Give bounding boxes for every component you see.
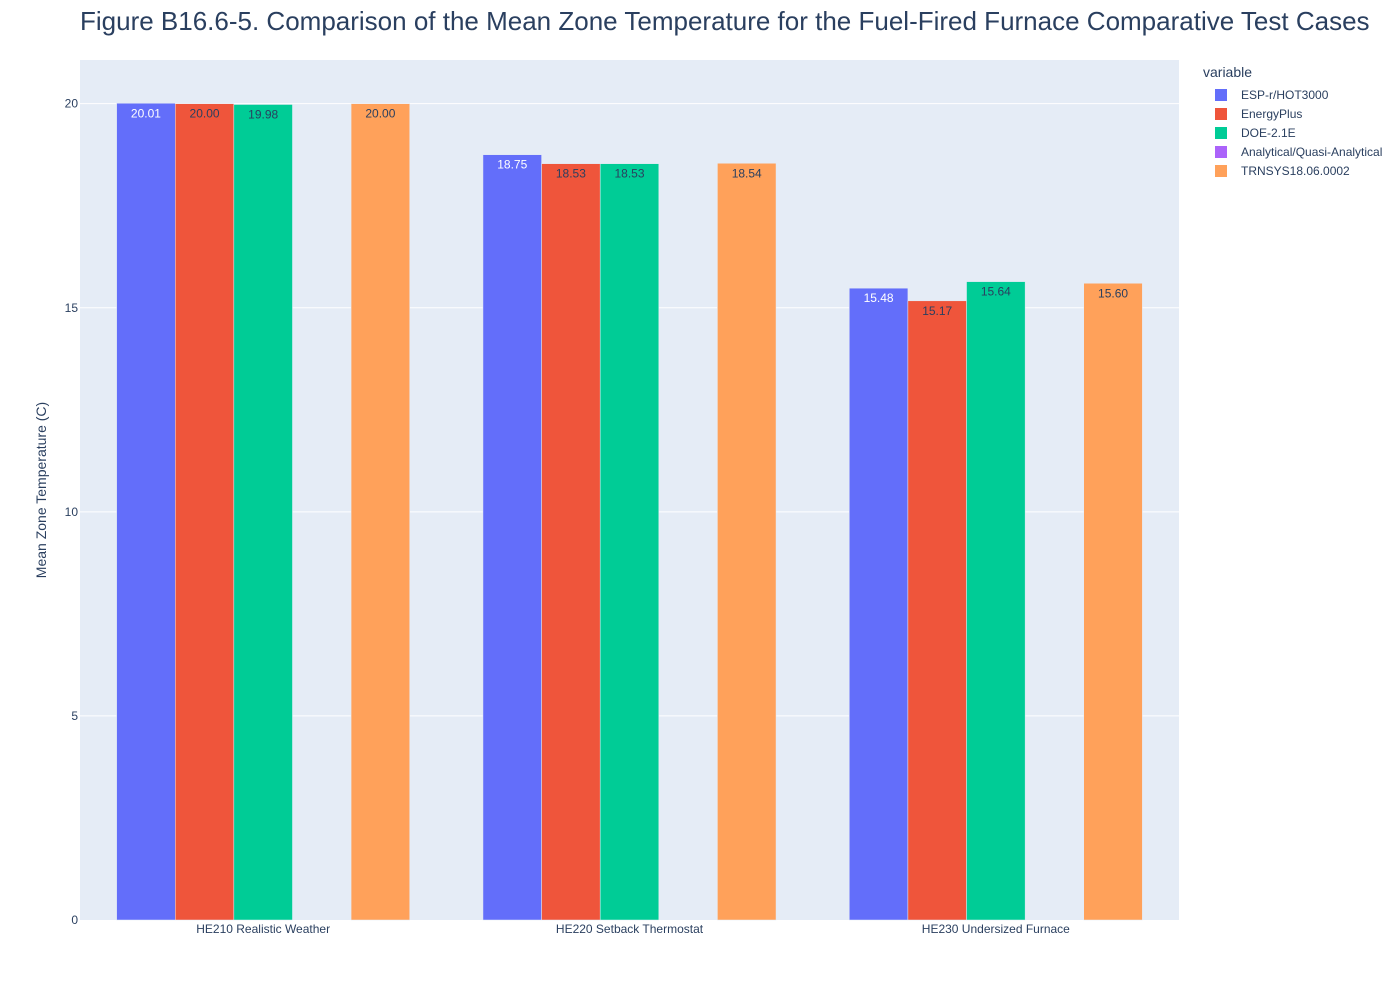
legend-item[interactable]: DOE-2.1E <box>1203 123 1382 142</box>
data-label: 19.98 <box>248 107 278 121</box>
data-label: 20.01 <box>131 106 161 120</box>
bar <box>717 163 777 921</box>
y-axis-ticks: 0 5 10 15 20 <box>65 97 79 927</box>
data-labels: 20.01 20.00 19.98 20.00 18.75 18.53 18.53 18.54… <box>131 106 1128 318</box>
legend-label: DOE-2.1E <box>1241 125 1296 140</box>
x-tick-label: HE220 Setback Thermostat <box>556 922 704 936</box>
legend-swatch <box>1215 145 1227 158</box>
bars <box>116 103 1143 921</box>
y-tick-label: 10 <box>65 505 79 519</box>
y-tick-label: 15 <box>65 301 79 315</box>
bar <box>966 281 1026 921</box>
bar <box>1083 283 1143 921</box>
data-label: 18.75 <box>497 158 527 172</box>
legend-swatch <box>1215 107 1227 120</box>
bar <box>849 287 909 921</box>
x-tick-label: HE210 Realistic Weather <box>196 922 330 936</box>
bar <box>482 154 542 921</box>
bar <box>174 103 235 921</box>
legend: variable ESP-r/HOT3000 EnergyPlus DOE-2.1E… <box>1203 64 1382 180</box>
data-label: 15.17 <box>922 304 952 318</box>
bar <box>350 103 410 921</box>
bar <box>116 103 176 921</box>
y-tick-label: 20 <box>65 97 79 111</box>
bar <box>907 300 967 921</box>
legend-item[interactable]: EnergyPlus <box>1203 104 1382 123</box>
legend-label: EnergyPlus <box>1241 106 1303 121</box>
y-axis-title: Mean Zone Temperature (C) <box>33 402 49 578</box>
legend-label: TRNSYS18.06.0002 <box>1241 163 1350 178</box>
legend-item[interactable]: Analytical/Quasi-Analytical <box>1203 142 1382 161</box>
bar <box>233 104 293 921</box>
data-label: 15.60 <box>1098 286 1128 300</box>
bar <box>599 163 660 921</box>
data-label: 15.48 <box>864 291 894 305</box>
legend-swatch <box>1215 164 1227 177</box>
legend-item[interactable]: ESP-r/HOT3000 <box>1203 85 1382 104</box>
legend-swatch <box>1215 126 1227 139</box>
legend-items: ESP-r/HOT3000 EnergyPlus DOE-2.1E Analytica… <box>1203 85 1382 180</box>
data-label: 20.00 <box>365 107 395 121</box>
data-label: 20.00 <box>190 107 220 121</box>
data-label: 18.53 <box>556 167 586 181</box>
data-label: 18.54 <box>732 166 762 180</box>
y-tick-label: 5 <box>71 709 78 723</box>
x-tick-label: HE230 Undersized Furnace <box>922 922 1070 936</box>
data-label: 18.53 <box>614 167 644 181</box>
y-tick-label: 0 <box>71 913 78 927</box>
legend-swatch <box>1215 88 1227 101</box>
legend-label: ESP-r/HOT3000 <box>1241 87 1329 102</box>
legend-label: Analytical/Quasi-Analytical <box>1241 144 1383 159</box>
legend-item[interactable]: TRNSYS18.06.0002 <box>1203 161 1382 180</box>
bar <box>541 163 601 921</box>
data-label: 15.64 <box>981 285 1011 299</box>
legend-title: variable <box>1203 64 1253 80</box>
x-axis-ticks: HE210 Realistic Weather HE220 Setback The… <box>196 922 1070 936</box>
chart-title: Figure B16.6-5. Comparison of the Mean Z… <box>80 6 1370 36</box>
